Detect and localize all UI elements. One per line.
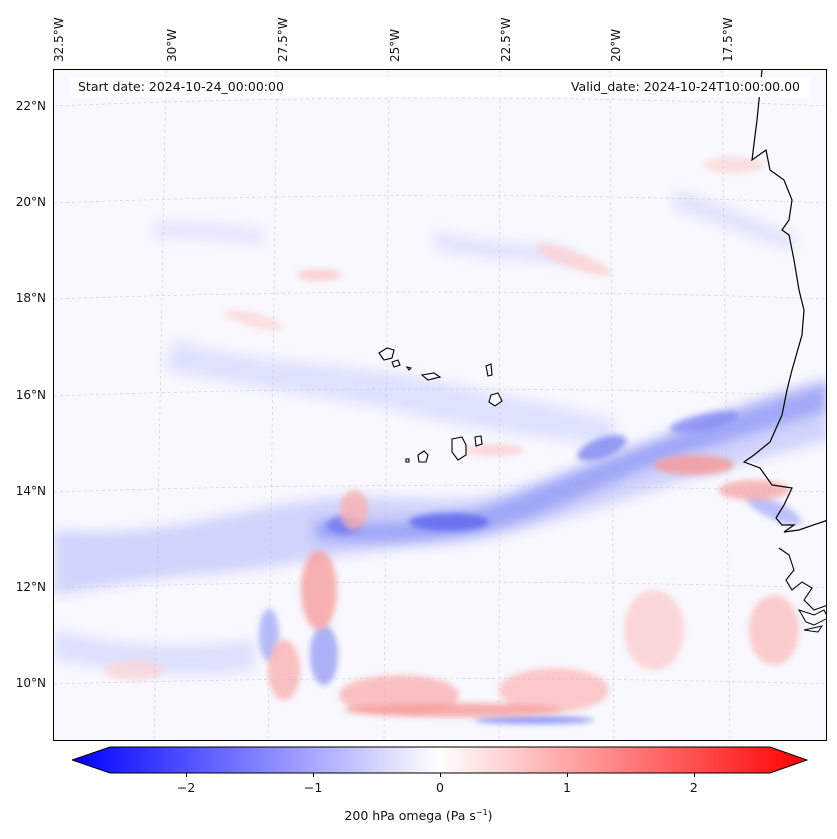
colorbar bbox=[70, 746, 809, 774]
date-info-bar: Start date: 2024-10-24_00:00:00 Valid_da… bbox=[70, 77, 810, 97]
colorbar-title-end: ) bbox=[487, 808, 493, 824]
lat-label-16n: 16°N bbox=[15, 388, 46, 402]
colorbar-title-main: 200 hPa omega (Pa s bbox=[344, 808, 476, 824]
omega-positive-areas bbox=[104, 157, 799, 717]
lon-label-32-5w: 32.5°W bbox=[52, 17, 66, 62]
lon-label-25w: 25°W bbox=[388, 28, 402, 62]
colorbar-title: 200 hPa omega (Pa s−1) bbox=[0, 808, 837, 823]
omega-map bbox=[53, 69, 827, 741]
lon-label-27-5w: 27.5°W bbox=[276, 17, 290, 62]
lon-label-30w: 30°W bbox=[165, 28, 179, 62]
colorbar-tick-label: 0 bbox=[436, 780, 444, 795]
colorbar-tick-mark bbox=[440, 773, 441, 777]
graticule bbox=[54, 70, 826, 740]
valid-date-label: Valid_date: 2024-10-24T10:00:00.00 bbox=[570, 79, 800, 94]
colorbar-tick-mark bbox=[566, 773, 568, 777]
colorbar-tick-mark bbox=[693, 773, 695, 777]
lat-label-12n: 12°N bbox=[15, 580, 46, 594]
omega-negative-band bbox=[54, 190, 826, 675]
lat-label-10n: 10°N bbox=[15, 676, 46, 690]
colorbar-tick-label: 2 bbox=[689, 780, 698, 795]
colorbar-title-unit-exponent: −1 bbox=[475, 808, 488, 817]
colorbar-tick-label: 1 bbox=[562, 780, 571, 795]
omega-field bbox=[54, 70, 826, 740]
lat-label-20n: 20°N bbox=[15, 195, 46, 209]
colorbar-tick-mark bbox=[186, 773, 188, 777]
guinea-bissau-islands bbox=[797, 609, 826, 633]
lon-label-22-5w: 22.5°W bbox=[499, 17, 513, 62]
colorbar-tick-label: −1 bbox=[303, 780, 323, 795]
cape-verde-islands bbox=[378, 347, 503, 463]
colorbar-tick-mark bbox=[313, 773, 315, 777]
start-date-label: Start date: 2024-10-24_00:00:00 bbox=[78, 79, 284, 94]
lon-label-17-5w: 17.5°W bbox=[721, 17, 735, 62]
lat-label-22n: 22°N bbox=[15, 99, 46, 113]
colorbar-tick-label: −2 bbox=[176, 780, 196, 795]
africa-coastline-south bbox=[778, 547, 826, 611]
lat-label-18n: 18°N bbox=[15, 291, 46, 305]
colorbar-gradient bbox=[70, 746, 809, 774]
lat-label-14n: 14°N bbox=[15, 484, 46, 498]
lon-label-20w: 20°W bbox=[609, 28, 623, 62]
africa-coastline bbox=[742, 70, 826, 533]
